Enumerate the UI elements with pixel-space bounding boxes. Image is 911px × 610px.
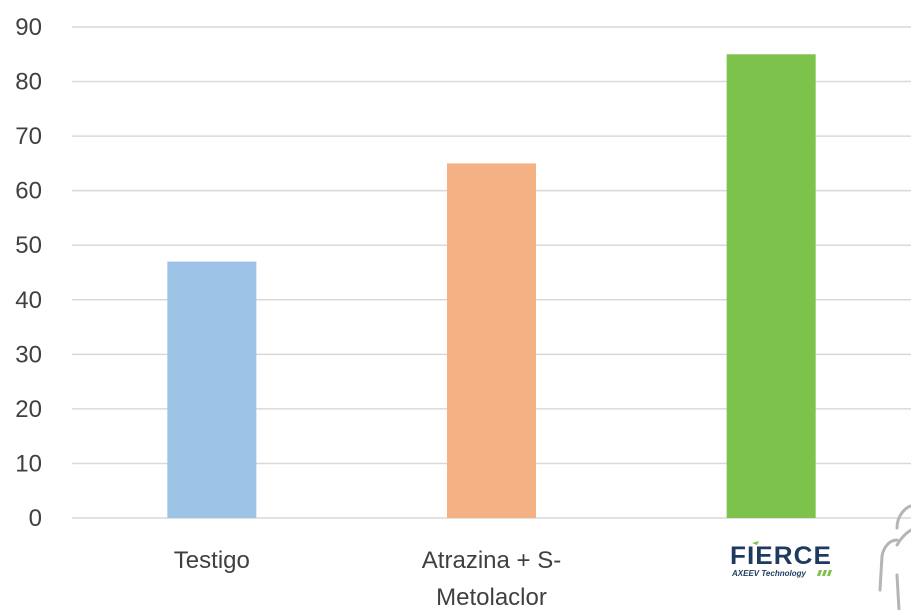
y-tick-label: 50: [15, 232, 42, 259]
y-axis-ticks: 0 10 20 30 40 50 60 70 80 90: [15, 14, 42, 532]
y-tick-label: 60: [15, 178, 42, 205]
bar-fierce: [726, 54, 816, 519]
y-tick-label: 0: [29, 505, 42, 532]
bar-testigo: [167, 261, 257, 518]
bar-atrazina-s-metolaclor: [447, 163, 536, 518]
x-axis-labels: Testigo Atrazina + S- Metolaclor: [174, 547, 561, 610]
x-category-label: Atrazina + S-: [422, 547, 561, 574]
person-outline-icon: [878, 504, 911, 610]
x-category-label: Metolaclor: [436, 584, 547, 610]
bars: [167, 54, 816, 519]
y-tick-label: 40: [15, 287, 42, 314]
fierce-logo: FIERCE AXEEV Technology: [730, 541, 832, 578]
y-tick-label: 70: [15, 123, 42, 150]
y-tick-label: 90: [15, 14, 42, 41]
y-tick-label: 20: [15, 396, 42, 423]
logo-sub-text: AXEEV Technology: [731, 569, 806, 578]
y-tick-label: 80: [15, 69, 42, 96]
logo-stripes: [817, 570, 832, 576]
y-tick-label: 30: [15, 341, 42, 368]
logo-main-text: FIERCE: [730, 542, 832, 570]
y-tick-label: 10: [15, 450, 42, 477]
logo-accent-mark: [752, 541, 759, 545]
x-category-label: Testigo: [174, 547, 250, 574]
